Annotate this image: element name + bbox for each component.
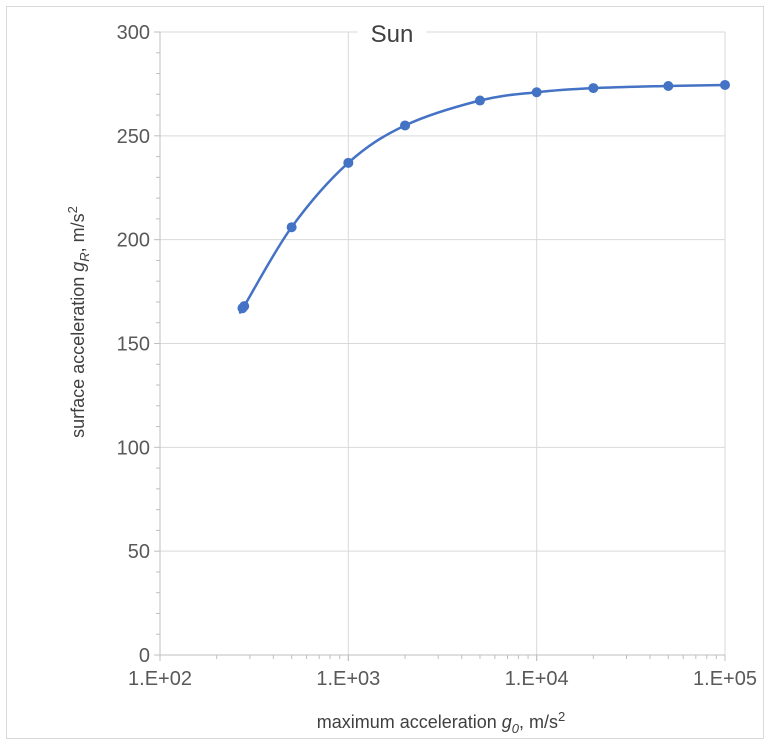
data-point — [588, 83, 599, 94]
y-tick-label: 250 — [117, 126, 150, 148]
chart-title: Sun — [371, 21, 414, 48]
x-axis-title-prefix: maximum acceleration — [317, 712, 502, 732]
y-axis-title-prefix: surface acceleration — [68, 272, 88, 438]
grid-layer — [160, 31, 726, 655]
data-point — [343, 157, 354, 168]
chart-frame — [6, 6, 764, 739]
data-point — [720, 79, 730, 90]
series-line — [238, 83, 726, 314]
x-tick-label: 1.E+02 — [128, 668, 192, 690]
series-layer — [237, 79, 730, 314]
x-axis-title-sup: 2 — [558, 709, 565, 724]
data-point — [239, 301, 250, 312]
x-axis-title-suffix: , m/s — [519, 712, 558, 732]
axis-layer: 0 50 100 150 200 250 300 1.E+02 1.E+03 1.E+04 1.E+… — [117, 22, 757, 690]
x-axis-title-sub: 0 — [512, 721, 520, 736]
y-tick-label: 150 — [117, 334, 150, 356]
data-point — [531, 87, 542, 98]
x-tick-label: 1.E+03 — [316, 668, 380, 690]
chart-title-background — [358, 13, 426, 49]
y-axis-title-var: g — [68, 262, 88, 272]
data-point — [400, 120, 411, 131]
x-tick-label: 1.E+05 — [693, 668, 757, 690]
y-axis-title-suffix: , m/s — [68, 213, 88, 252]
y-axis-title-sup: 2 — [65, 206, 80, 213]
y-tick-label: 200 — [117, 230, 150, 252]
y-axis-title-sub: R — [77, 252, 92, 261]
y-tick-label: 0 — [139, 645, 150, 667]
y-tick-label: 50 — [128, 541, 150, 563]
x-axis-title: maximum acceleration g0, m/s2 — [317, 709, 566, 736]
x-axis-title-var: g — [502, 712, 512, 732]
x-tick-label: 1.E+04 — [505, 668, 569, 690]
y-tick-label: 300 — [117, 22, 150, 44]
data-point — [286, 222, 297, 233]
data-point — [474, 95, 485, 106]
data-point — [663, 80, 674, 91]
y-axis-title: surface acceleration gR, m/s2 — [65, 206, 92, 438]
y-tick-label: 100 — [117, 437, 150, 459]
